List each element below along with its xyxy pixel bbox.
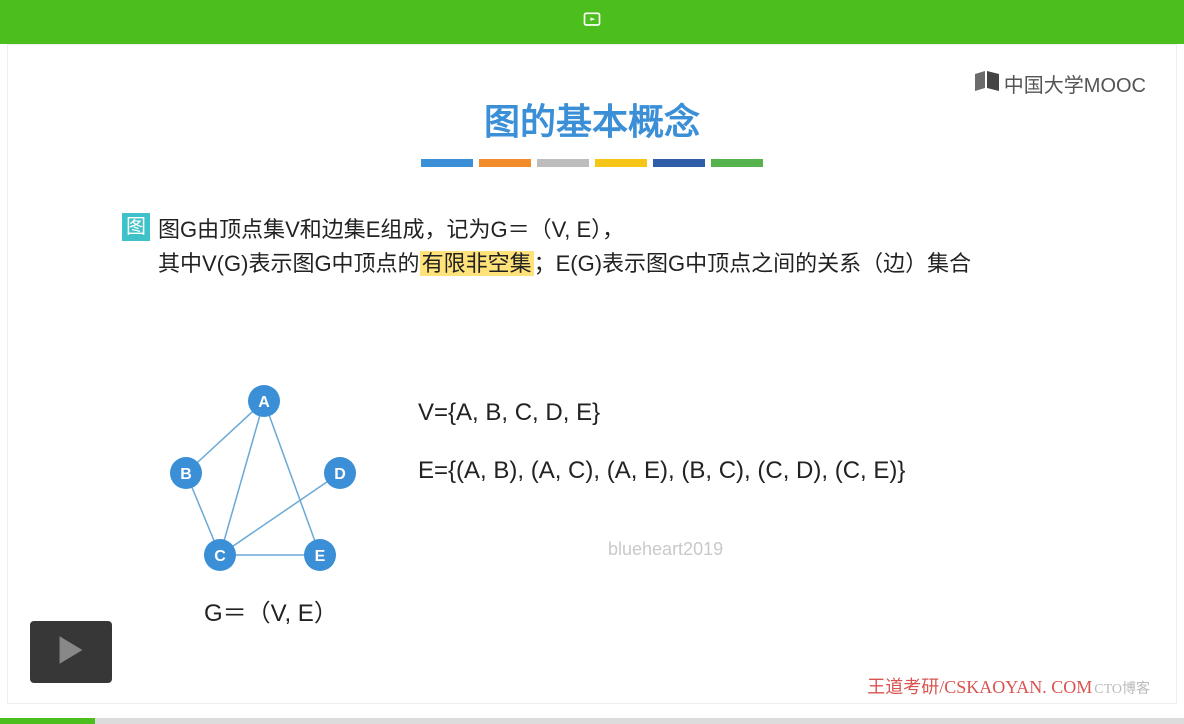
- accent-bar: [537, 159, 589, 167]
- def-line2a: 其中V(G)表示图G中顶点的: [158, 251, 420, 276]
- slide-content: 图的基本概念 图 图G由顶点集V和边集E组成，记为G＝（V, E）， 其中V(G…: [8, 63, 1176, 167]
- def-line2b: ；E(G)表示图G中顶点之间的关系（边）集合: [534, 251, 972, 276]
- graph-diagram: A B D C E: [168, 383, 368, 583]
- graph-edge: [220, 401, 264, 555]
- graph-node-label: E: [315, 548, 326, 565]
- accent-color-bars: [8, 159, 1176, 167]
- graph-node-label: C: [214, 548, 226, 565]
- slide-area: 中国大学MOOC 图的基本概念 图 图G由顶点集V和边集E组成，记为G＝（V, …: [7, 44, 1177, 704]
- top-bar: [0, 0, 1184, 44]
- accent-bar: [479, 159, 531, 167]
- graph-node-label: B: [180, 466, 192, 483]
- footer-red: 王道考研/CSKAOYAN. COM: [867, 677, 1092, 697]
- progress-bar-fill: [0, 718, 95, 724]
- def-line1: 图G由顶点集V和边集E组成，记为G＝（V, E），: [158, 217, 624, 242]
- graph-label: G＝（V, E）: [204, 593, 338, 628]
- graph-node-label: A: [258, 394, 270, 411]
- accent-bar: [711, 159, 763, 167]
- edge-set-text: E={(A, B), (A, C), (A, E), (B, C), (C, D…: [418, 457, 905, 485]
- play-button[interactable]: [30, 621, 112, 683]
- footer-grey: CTO博客: [1094, 682, 1150, 697]
- watermark-text: blueheart2019: [608, 539, 723, 560]
- graph-node-label: D: [334, 466, 346, 483]
- graph-edge: [264, 401, 320, 555]
- accent-bar: [653, 159, 705, 167]
- accent-bar: [421, 159, 473, 167]
- slide-title: 图的基本概念: [8, 93, 1176, 145]
- footer-attribution: 王道考研/CSKAOYAN. COMCTO博客: [867, 673, 1150, 699]
- accent-bar: [595, 159, 647, 167]
- def-line2-highlight: 有限非空集: [420, 251, 534, 276]
- definition-text: 图 图G由顶点集V和边集E组成，记为G＝（V, E）， 其中V(G)表示图G中顶…: [158, 213, 1058, 281]
- tu-badge: 图: [122, 213, 150, 241]
- progress-bar-track[interactable]: [0, 718, 1184, 724]
- play-icon: [57, 634, 85, 671]
- vertex-set-text: V={A, B, C, D, E}: [418, 399, 600, 427]
- play-screen-icon[interactable]: [582, 10, 602, 35]
